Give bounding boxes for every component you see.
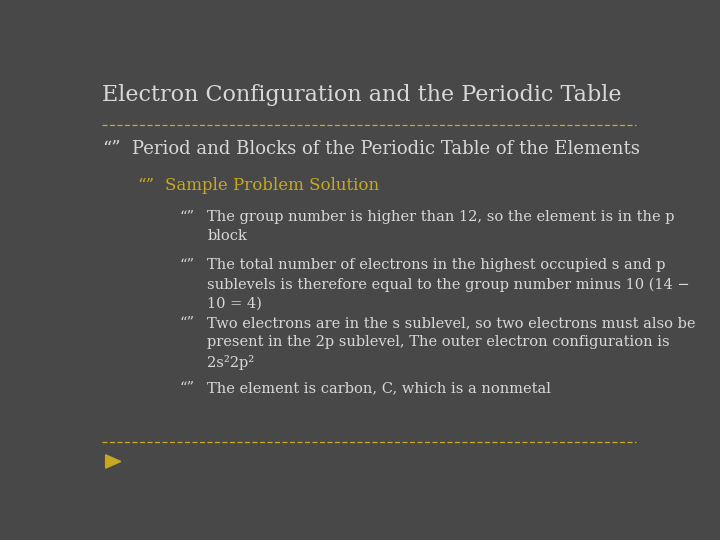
Text: “”: “” (179, 210, 194, 224)
Text: Sample Problem Solution: Sample Problem Solution (166, 177, 379, 194)
Text: The total number of electrons in the highest occupied s and p
sublevels is there: The total number of electrons in the hig… (207, 258, 690, 310)
Text: Electron Configuration and the Periodic Table: Electron Configuration and the Periodic … (102, 84, 622, 105)
Text: “”: “” (179, 316, 194, 330)
Text: “”: “” (102, 140, 121, 158)
Text: Period and Blocks of the Periodic Table of the Elements: Period and Blocks of the Periodic Table … (132, 140, 640, 158)
Text: “”: “” (179, 381, 194, 395)
Text: Two electrons are in the s sublevel, so two electrons must also be
present in th: Two electrons are in the s sublevel, so … (207, 316, 696, 370)
Text: The group number is higher than 12, so the element is in the p
block: The group number is higher than 12, so t… (207, 210, 675, 244)
Polygon shape (106, 455, 121, 468)
Text: The element is carbon, C, which is a nonmetal: The element is carbon, C, which is a non… (207, 381, 551, 395)
Text: “”: “” (179, 258, 194, 272)
Text: “”: “” (138, 177, 155, 194)
